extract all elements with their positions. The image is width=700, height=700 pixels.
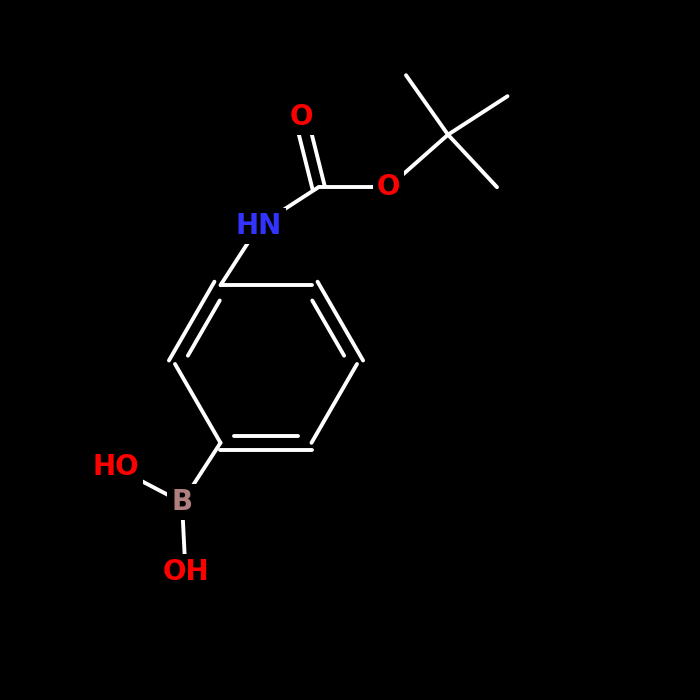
Text: HN: HN xyxy=(236,211,282,239)
Text: O: O xyxy=(377,173,400,201)
Text: B: B xyxy=(172,489,193,517)
Text: OH: OH xyxy=(162,559,209,587)
Text: O: O xyxy=(289,103,313,131)
Text: HO: HO xyxy=(92,454,139,482)
